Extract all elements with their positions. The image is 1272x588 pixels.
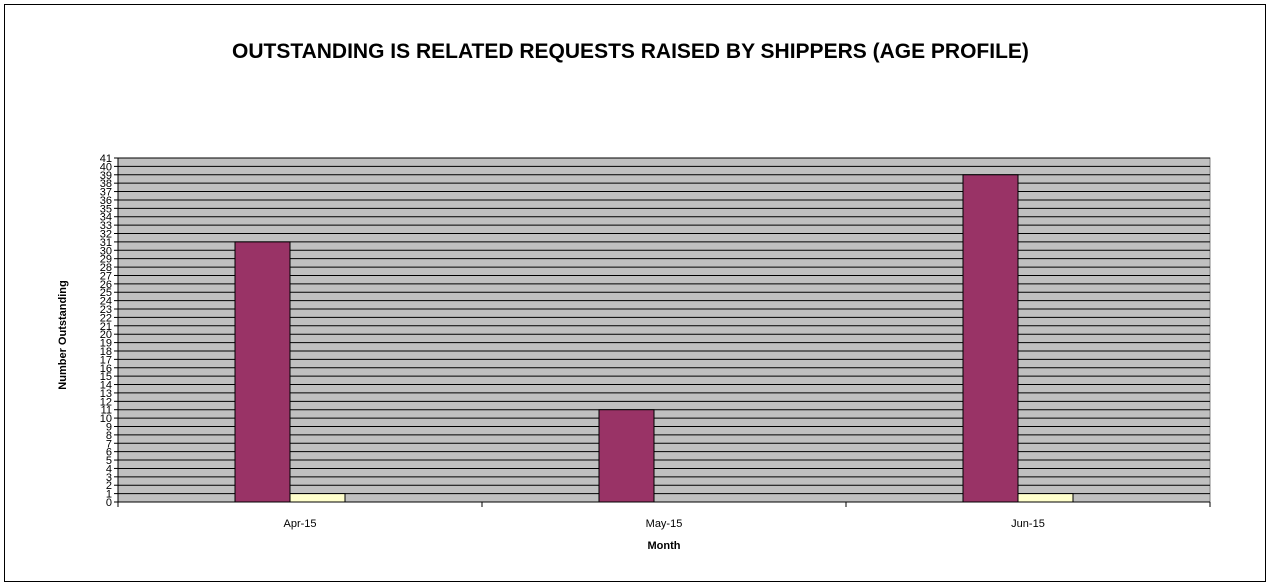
- y-tick-label: 40: [100, 161, 112, 173]
- y-tick-label: 23: [100, 304, 112, 316]
- bar: [234, 241, 291, 503]
- y-tick-label: 4: [106, 463, 112, 475]
- y-tick-label: 28: [100, 262, 112, 274]
- y-tick-label: 9: [106, 421, 112, 433]
- y-tick-label: 11: [101, 405, 112, 417]
- y-tick-label: 15: [100, 371, 112, 383]
- bar: [962, 174, 1019, 503]
- x-axis: Apr-15 May-15 Jun-15: [117, 501, 1211, 530]
- y-tick-label: 34: [100, 212, 112, 224]
- y-tick-label: 31: [100, 237, 112, 249]
- y-tick-label: 19: [100, 338, 112, 350]
- y-tick-label: 0: [106, 497, 112, 509]
- y-tick-label: 12: [100, 396, 112, 408]
- y-tick-label: 37: [100, 187, 112, 199]
- y-tick-label: 7: [106, 438, 112, 450]
- x-tick-label: Jun-15: [1011, 518, 1045, 530]
- x-tick-label: May-15: [646, 518, 683, 530]
- y-tick-label: 26: [100, 279, 112, 291]
- bar: [289, 493, 346, 503]
- y-tick-label: 2: [106, 480, 112, 492]
- y-tick-label: 5: [106, 455, 112, 467]
- x-tick-label: Apr-15: [283, 518, 316, 530]
- bar: [1017, 493, 1074, 503]
- y-tick-label: 24: [100, 296, 112, 308]
- y-tick-label: 36: [100, 195, 112, 207]
- y-axis-label: Number Outstanding: [57, 280, 69, 389]
- y-tick-label: 22: [100, 312, 112, 324]
- y-tick-label: 20: [100, 329, 112, 341]
- y-tick-label: 30: [100, 245, 112, 257]
- y-tick-label: 38: [100, 178, 112, 190]
- bar: [598, 409, 655, 503]
- plot-background: [117, 157, 1211, 503]
- y-tick-label: 25: [100, 287, 112, 299]
- y-tick-label: 10: [100, 413, 112, 425]
- y-tick-label: 21: [100, 321, 112, 333]
- y-tick-label: 3: [106, 472, 112, 484]
- chart-title: OUTSTANDING IS RELATED REQUESTS RAISED B…: [232, 40, 1029, 63]
- y-tick-label: 14: [100, 380, 112, 392]
- y-axis: 0123456789101112131415161718192021222324…: [100, 153, 119, 509]
- y-tick-label: 39: [100, 170, 112, 182]
- y-tick-label: 35: [100, 203, 112, 215]
- y-tick-label: 1: [106, 489, 112, 501]
- x-axis-label: Month: [648, 540, 681, 552]
- y-tick-label: 29: [100, 254, 112, 266]
- y-tick-label: 27: [100, 270, 112, 282]
- y-tick-label: 18: [100, 346, 112, 358]
- bars: [234, 174, 1074, 503]
- y-tick-label: 16: [100, 363, 112, 375]
- y-tick-label: 6: [106, 447, 112, 459]
- y-tick-label: 33: [100, 220, 112, 232]
- y-tick-label: 17: [100, 354, 112, 366]
- y-tick-label: 8: [106, 430, 112, 442]
- y-tick-label: 13: [100, 388, 112, 400]
- y-tick-label: 41: [100, 153, 112, 165]
- y-tick-label: 32: [100, 229, 112, 241]
